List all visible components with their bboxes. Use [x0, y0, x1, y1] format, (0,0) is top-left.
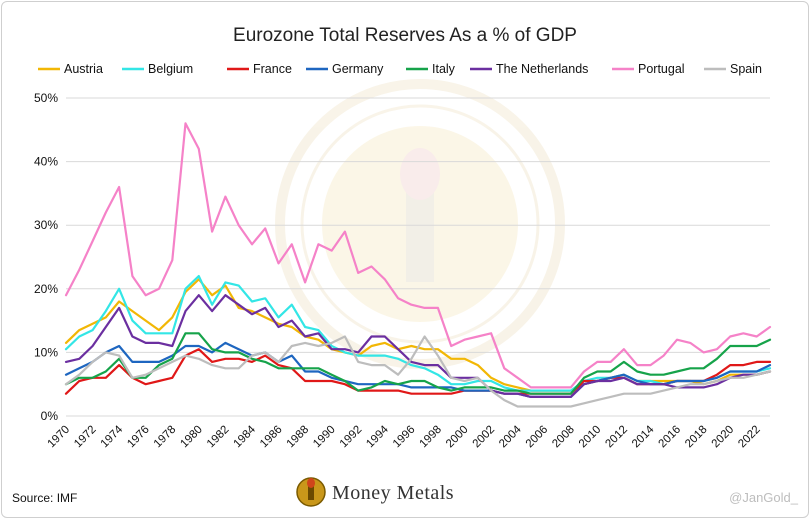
x-tick-label: 1988: [285, 424, 312, 451]
x-tick-label: 2016: [657, 424, 684, 451]
legend: Austria Belgium France Germany Italy The Neth…: [38, 62, 762, 76]
x-tick-label: 2012: [603, 424, 630, 451]
x-tick-label: 1976: [125, 424, 152, 451]
x-tick-label: 1970: [46, 424, 73, 451]
series-line-italy: [64, 332, 772, 395]
series-line-germany: [64, 341, 772, 398]
x-tick-label: 1994: [364, 423, 391, 450]
x-tick-label: 2014: [630, 423, 657, 450]
watermark-seal: [275, 79, 565, 369]
x-tick-label: 2002: [471, 424, 498, 451]
legend-label: Italy: [432, 62, 456, 76]
x-tick-label: 2004: [497, 423, 524, 450]
x-axis-ticks: 1970 1972 1974 1976 1978 1980 1982 1984 1986 1988…: [46, 423, 763, 450]
legend-label: Belgium: [148, 62, 193, 76]
x-tick-label: 1978: [152, 424, 179, 451]
x-tick-label: 2008: [550, 424, 577, 451]
y-tick-label: 40%: [34, 155, 58, 169]
x-tick-label: 2000: [444, 424, 471, 451]
chart-title: Eurozone Total Reserves As a % of GDP: [233, 25, 577, 46]
legend-label: Spain: [730, 62, 762, 76]
y-tick-label: 50%: [34, 91, 58, 105]
x-tick-label: 1998: [417, 424, 444, 451]
legend-label: France: [253, 62, 292, 76]
gridlines: [66, 97, 770, 417]
x-tick-label: 1990: [311, 424, 338, 451]
x-tick-label: 1980: [178, 424, 205, 451]
x-tick-label: 1992: [338, 424, 365, 451]
x-tick-label: 1974: [99, 423, 126, 450]
x-tick-label: 2006: [524, 424, 551, 451]
y-tick-label: 10%: [34, 345, 58, 359]
series-line-the-netherlands: [64, 294, 772, 398]
x-tick-label: 1982: [205, 424, 232, 451]
series-line-belgium: [64, 275, 772, 392]
series-line-portugal: [64, 122, 772, 389]
author-handle: @JanGold_: [729, 490, 799, 505]
y-tick-label: 30%: [34, 218, 58, 232]
y-axis-ticks: 0% 10% 20% 30% 40% 50%: [34, 91, 58, 423]
y-tick-label: 20%: [34, 282, 58, 296]
x-tick-label: 1996: [391, 424, 418, 451]
source-note: Source: IMF: [12, 491, 77, 505]
brand-name: Money Metals: [332, 482, 454, 504]
x-tick-label: 1984: [232, 423, 259, 450]
legend-label: Germany: [332, 62, 384, 76]
x-tick-label: 2022: [736, 424, 763, 451]
legend-label: Portugal: [638, 62, 685, 76]
y-tick-label: 0%: [41, 409, 59, 423]
x-tick-label: 2018: [683, 424, 710, 451]
series-line-spain: [64, 335, 772, 408]
x-tick-label: 2020: [710, 424, 737, 451]
series-lines: [64, 122, 772, 408]
x-tick-label: 1986: [258, 424, 285, 451]
brand-logo: Money Metals: [296, 477, 454, 507]
x-tick-label: 1972: [72, 424, 99, 451]
legend-label: The Netherlands: [496, 62, 588, 76]
x-tick-label: 2010: [577, 424, 604, 451]
legend-label: Austria: [64, 62, 103, 76]
